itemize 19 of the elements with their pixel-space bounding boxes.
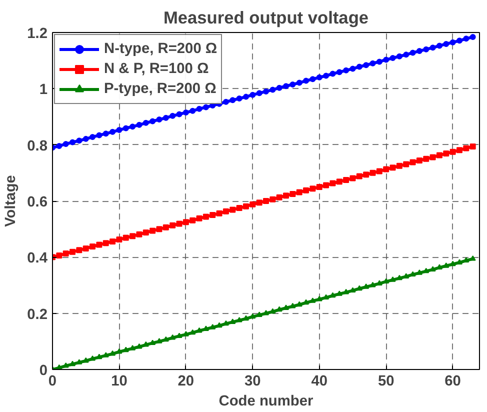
x-tick-label: 10 <box>111 374 128 390</box>
y-axis-title: Voltage <box>3 175 20 227</box>
legend-label: P-type, R=200 Ω <box>104 80 216 98</box>
y-tick-label: 0.2 <box>27 306 48 323</box>
x-tick-label: 30 <box>244 374 261 390</box>
y-tick-label: 1.2 <box>27 26 48 42</box>
x-tick-label: 40 <box>311 374 328 390</box>
y-tick-label: 0.4 <box>27 250 48 267</box>
y-tick-label: 0.8 <box>27 138 48 154</box>
x-tick-label: 20 <box>178 374 194 390</box>
legend-label: N & P, R=100 Ω <box>104 60 209 78</box>
legend-label: N-type, R=200 Ω <box>104 40 218 58</box>
x-tick-label: 50 <box>378 374 394 390</box>
chart-title: Measured output voltage <box>163 8 369 28</box>
y-tick-label: 0.6 <box>27 194 48 210</box>
x-tick-label: 60 <box>444 374 461 390</box>
x-axis-title: Code number <box>218 394 314 410</box>
y-tick-label: 1 <box>39 82 48 98</box>
y-tick-label: 0 <box>39 363 48 379</box>
